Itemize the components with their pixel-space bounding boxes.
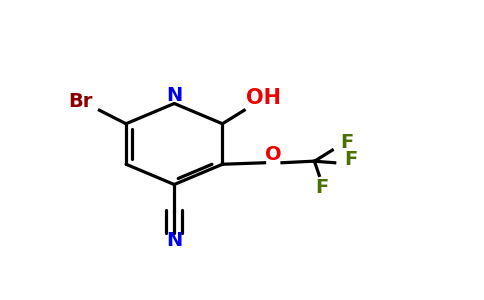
Text: F: F (344, 150, 357, 169)
Text: Br: Br (68, 92, 92, 111)
Text: N: N (166, 231, 182, 250)
Text: OH: OH (246, 88, 281, 108)
Text: N: N (166, 85, 182, 105)
Text: F: F (315, 178, 328, 197)
Text: F: F (340, 133, 353, 152)
Text: O: O (265, 145, 282, 164)
